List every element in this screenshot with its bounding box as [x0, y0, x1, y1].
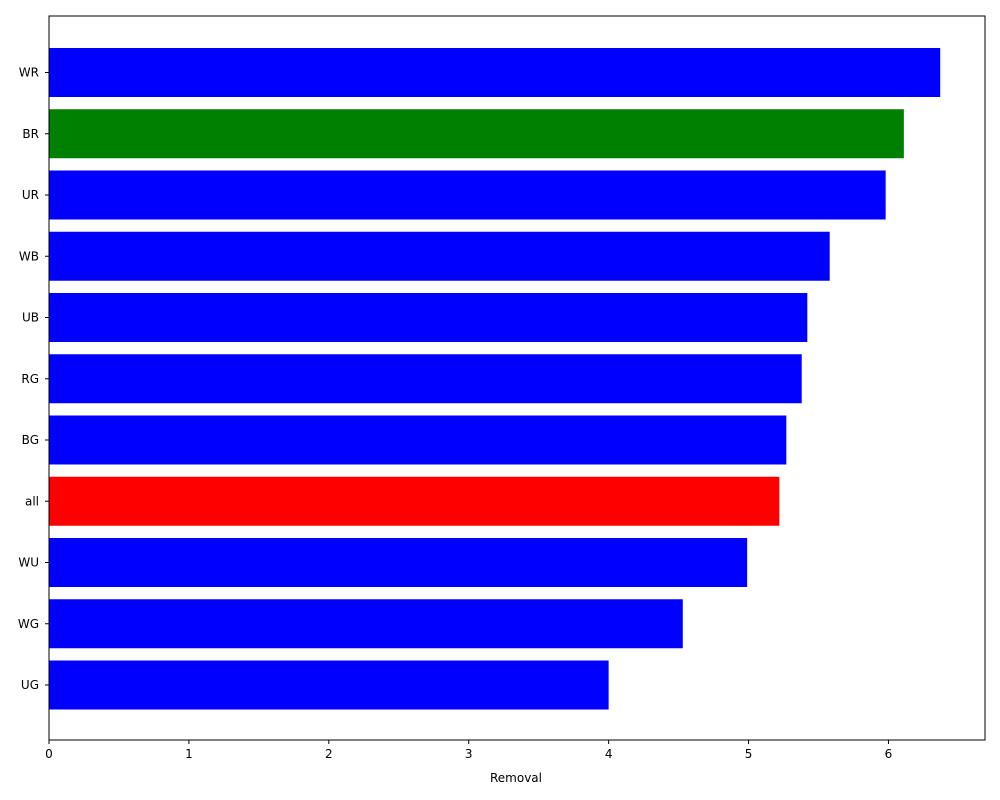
y-tick-label-all: all: [25, 494, 39, 508]
bar-all: [49, 476, 780, 526]
x-axis-label: Removal: [490, 771, 542, 785]
bars-layer: [49, 48, 941, 710]
axes-layer: WR BR UR WB UB RG BG all WU WG UG 0 1 2 3 4 5 6: [18, 15, 986, 761]
x-tick-label-3: 3: [465, 747, 473, 761]
x-tick-label-1: 1: [185, 747, 193, 761]
x-tick-label-0: 0: [45, 747, 53, 761]
y-tick-label-UB: UB: [22, 311, 39, 325]
y-tick-label-BR: BR: [22, 127, 39, 141]
y-tick-label-BG: BG: [22, 433, 39, 447]
y-tick-label-WB: WB: [19, 249, 39, 263]
x-tick-label-6: 6: [885, 747, 893, 761]
y-tick-label-UR: UR: [22, 188, 39, 202]
bar-UB: [49, 293, 808, 342]
bar-RG: [49, 354, 802, 404]
x-tick-label-5: 5: [745, 747, 753, 761]
bar-WR: [49, 48, 941, 97]
x-tick-label-4: 4: [605, 747, 613, 761]
bar-UG: [49, 660, 609, 710]
y-tick-label-WG: WG: [18, 617, 39, 631]
bar-WU: [49, 538, 748, 587]
bar-WG: [49, 599, 683, 649]
y-tick-label-WU: WU: [18, 556, 39, 570]
x-tick-label-2: 2: [325, 747, 333, 761]
plot-frame: [48, 15, 986, 741]
bar-BR: [49, 109, 904, 159]
bar-UR: [49, 170, 886, 220]
y-tick-label-RG: RG: [21, 372, 39, 386]
y-tick-label-WR: WR: [19, 66, 39, 80]
y-tick-label-UG: UG: [21, 678, 39, 692]
bar-WB: [49, 231, 830, 281]
bar-BG: [49, 415, 787, 465]
